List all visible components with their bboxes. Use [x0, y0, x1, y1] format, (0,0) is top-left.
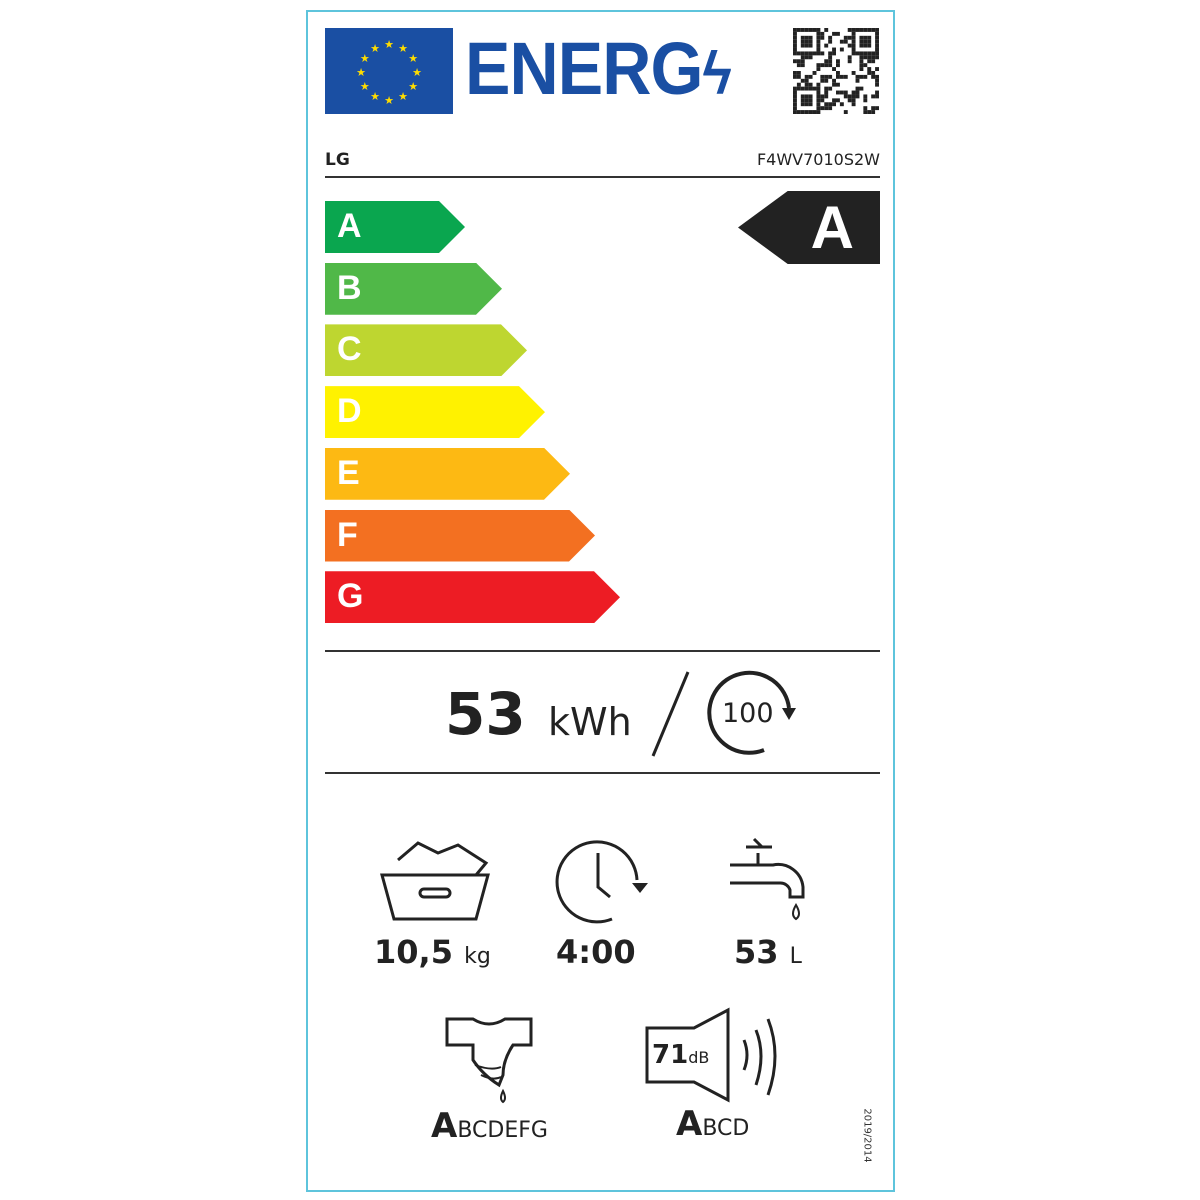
spin-class: ABCDEFG: [431, 1106, 548, 1146]
clock-icon: [555, 840, 648, 924]
energy-class-bar-g: G: [325, 571, 620, 623]
energy-label: [306, 10, 895, 1192]
capacity-value: 10,5 kg: [374, 933, 491, 971]
star-icon: ★: [360, 52, 370, 65]
water-tap-icon: [730, 837, 805, 921]
energy-class-bar-d: D: [325, 386, 545, 438]
eu-flag-icon: ★ ★ ★ ★ ★ ★ ★ ★ ★ ★ ★ ★: [325, 28, 453, 114]
cycle-arrow-icon: [707, 670, 796, 755]
divider: [325, 772, 880, 774]
lightning-icon: ϟ: [702, 40, 732, 107]
duration-value: 4:00: [556, 933, 636, 971]
star-icon: ★: [356, 66, 366, 79]
star-icon: ★: [384, 38, 394, 51]
speaker-noise-icon: [645, 1007, 777, 1103]
cycles-value: 100: [722, 698, 774, 729]
noise-value: 71dB: [652, 1040, 710, 1070]
energy-class-bar-c: C: [325, 324, 527, 376]
divider: [325, 176, 880, 178]
star-icon: ★: [398, 90, 408, 103]
laundry-basket-icon: [380, 841, 490, 921]
divider: [325, 650, 880, 652]
noise-class: ABCD: [676, 1104, 750, 1144]
brand-name: LG: [325, 150, 350, 170]
star-icon: ★: [412, 66, 422, 79]
star-icon: ★: [408, 80, 418, 93]
energy-class-bar-a: A: [325, 201, 465, 253]
star-icon: ★: [370, 42, 380, 55]
star-icon: ★: [360, 80, 370, 93]
model-number: F4WV7010S2W: [756, 150, 880, 169]
star-icon: ★: [408, 52, 418, 65]
star-icon: ★: [398, 42, 408, 55]
energy-class-bar-f: F: [325, 510, 595, 562]
energy-class-bar-e: E: [325, 448, 570, 500]
star-icon: ★: [370, 90, 380, 103]
star-icon: ★: [384, 94, 394, 107]
qr-code-icon: [793, 28, 879, 114]
spin-drying-icon: [445, 1017, 533, 1104]
energy-logo: ENERGϟ: [465, 27, 732, 110]
energy-consumption-unit: kWh: [548, 700, 632, 744]
energy-class-bar-b: B: [325, 263, 502, 315]
regulation-number: 2019/2014: [861, 1108, 873, 1163]
slash-divider: [651, 671, 690, 757]
energy-consumption-value: 53: [445, 680, 526, 748]
water-value: 53 L: [734, 933, 802, 971]
